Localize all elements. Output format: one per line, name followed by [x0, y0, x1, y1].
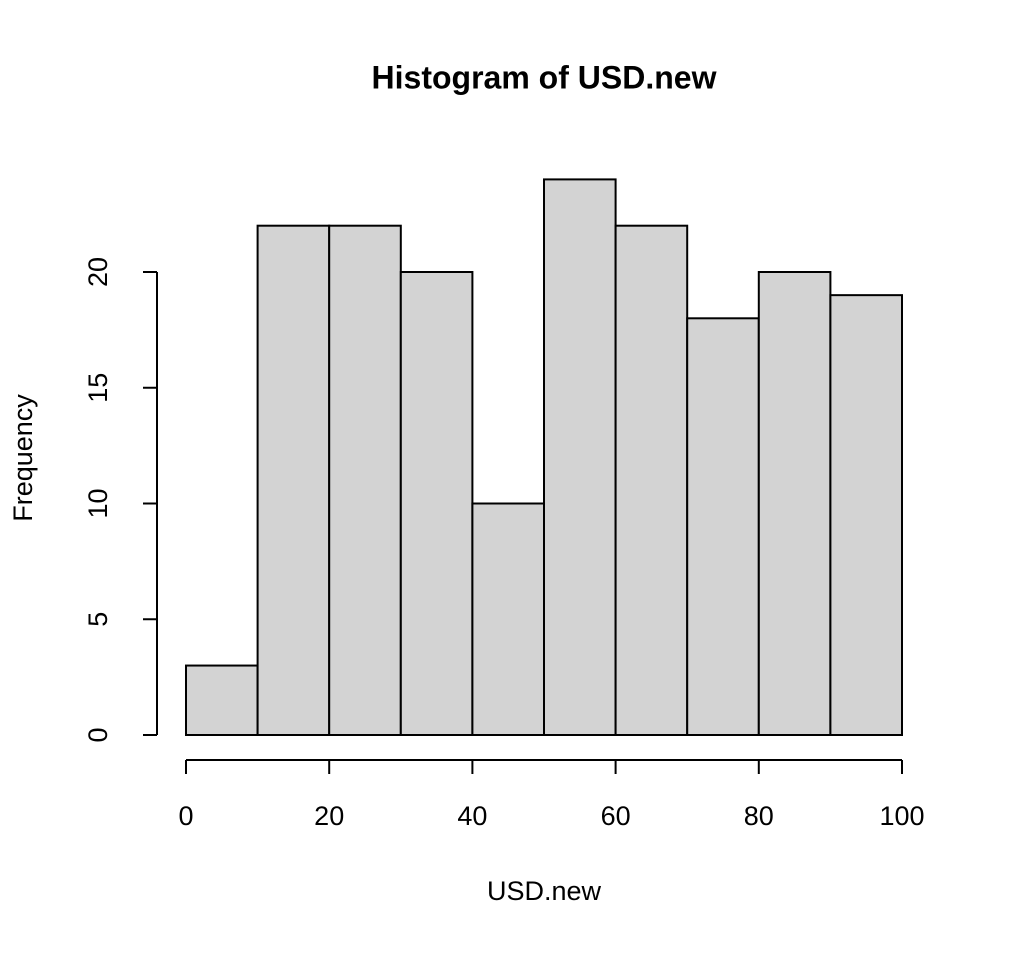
x-tick-label: 40	[457, 801, 487, 831]
y-tick-label: 0	[83, 727, 113, 742]
x-axis-label: USD.new	[487, 876, 602, 906]
y-axis-label: Frequency	[8, 394, 38, 522]
y-tick-label: 5	[83, 612, 113, 627]
y-tick-label: 10	[83, 488, 113, 518]
x-tick-label: 80	[744, 801, 774, 831]
bar	[614, 224, 689, 736]
y-tick-label: 15	[83, 373, 113, 403]
bar	[399, 271, 474, 736]
x-tick-label: 20	[314, 801, 344, 831]
bar	[686, 317, 760, 736]
bar	[471, 502, 545, 736]
bar	[185, 664, 259, 736]
bar	[256, 224, 331, 736]
chart-title: Histogram of USD.new	[372, 59, 717, 95]
x-tick-label: 0	[178, 801, 193, 831]
bar	[829, 294, 904, 736]
bar	[328, 224, 402, 736]
x-tick-label: 60	[601, 801, 631, 831]
x-tick-label: 100	[879, 801, 924, 831]
bar	[757, 271, 832, 736]
y-tick-label: 20	[83, 257, 113, 287]
bar	[543, 178, 617, 736]
